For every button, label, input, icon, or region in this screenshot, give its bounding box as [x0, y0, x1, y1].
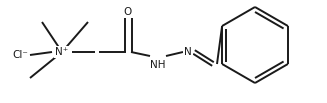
Text: N: N	[184, 47, 192, 57]
Text: N⁺: N⁺	[55, 47, 69, 57]
Text: O: O	[124, 7, 132, 17]
Text: Cl⁻: Cl⁻	[12, 50, 28, 60]
Text: NH: NH	[150, 60, 166, 70]
